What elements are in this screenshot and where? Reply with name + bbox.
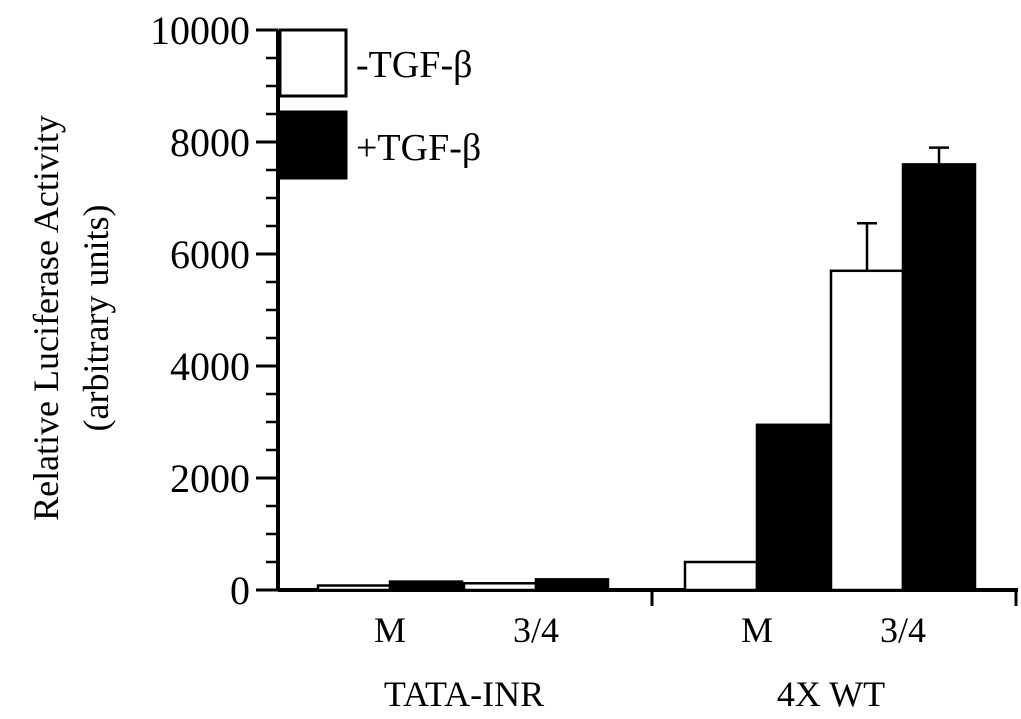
bar	[462, 582, 538, 592]
x-category-label: 3/4	[880, 610, 926, 650]
x-group-label: 4X WT	[777, 674, 885, 714]
y-tick-label: 2000	[170, 456, 250, 501]
x-category-labels: M 3/4 M 3/4	[374, 610, 926, 650]
bar	[829, 269, 905, 592]
x-category-label: M	[741, 610, 773, 650]
y-axis-units-text: (arbitrary units)	[76, 205, 116, 432]
legend-label-minus-tgf: -TGF-β	[356, 44, 472, 86]
bar	[683, 560, 759, 592]
x-group-label: TATA-INR	[384, 674, 544, 714]
y-ticks: 0 2000 4000 6000 8000 10000	[150, 8, 278, 613]
x-category-label: 3/4	[513, 610, 559, 650]
legend-label-plus-tgf: +TGF-β	[356, 127, 481, 169]
y-tick-label: 6000	[170, 232, 250, 277]
bar	[388, 580, 464, 592]
x-category-label: M	[374, 610, 406, 650]
y-axis-title-text: Relative Luciferase Activity	[26, 115, 66, 521]
legend-swatch-minus-tgf	[278, 28, 348, 98]
legend: -TGF-β +TGF-β	[278, 28, 481, 180]
y-axis-title: Relative Luciferase Activity	[26, 115, 66, 521]
error-bars	[857, 146, 949, 271]
bars	[316, 163, 977, 592]
bar	[534, 578, 610, 592]
y-tick-label: 8000	[170, 120, 250, 165]
bar	[755, 423, 831, 592]
bar	[901, 163, 977, 592]
y-tick-label: 10000	[150, 8, 250, 53]
bar	[316, 584, 392, 592]
x-group-labels: TATA-INR 4X WT	[384, 674, 885, 714]
y-minor-ticks	[266, 28, 278, 592]
legend-swatch-plus-tgf	[278, 110, 348, 180]
y-axis-units: (arbitrary units)	[76, 205, 116, 432]
y-tick-label: 0	[230, 568, 250, 613]
y-tick-label: 4000	[170, 344, 250, 389]
